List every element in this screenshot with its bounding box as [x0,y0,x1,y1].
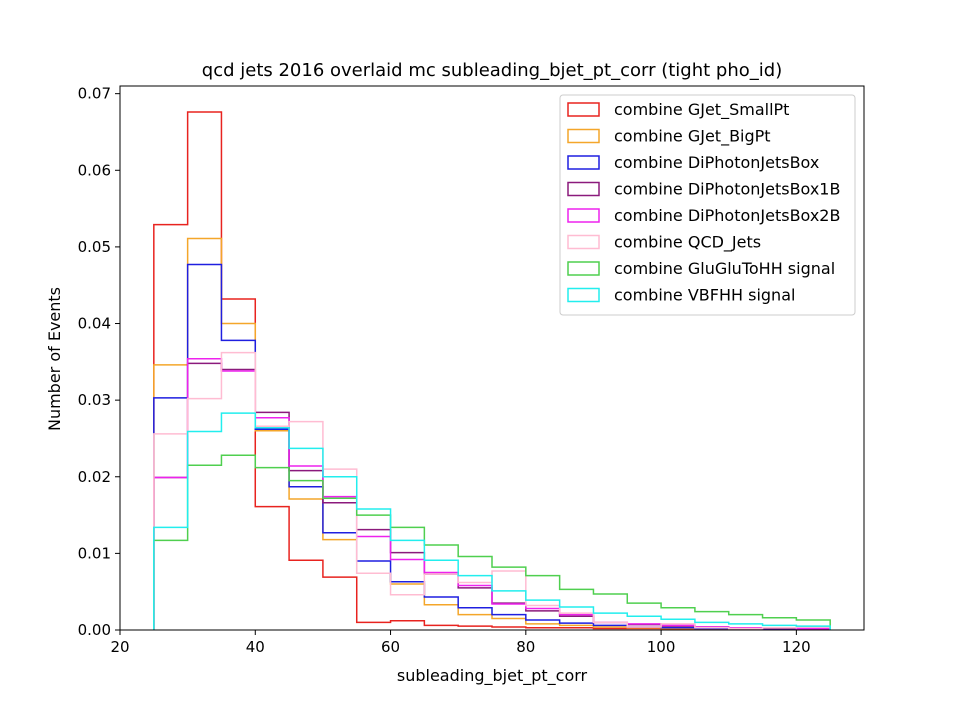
legend-entry-2: combine DiPhotonJetsBox [614,153,819,172]
legend-swatch-7 [567,287,600,303]
series-line-0 [153,111,831,630]
y-tick-label: 0.03 [78,391,111,409]
plot-frame [119,85,865,631]
x-tick-label: 60 [381,638,400,656]
legend-entry-5: combine QCD_Jets [614,233,761,253]
legend-swatch-3 [567,181,600,197]
series-line-7 [153,412,831,630]
x-tick-label: 80 [516,638,535,656]
x-tick-label: 20 [110,638,129,656]
x-tick-label: 40 [246,638,265,656]
series-line-6 [153,454,831,630]
y-axis-ticks: 0.00 0.01 0.02 0.03 0.04 0.05 0.06 0.07 [78,85,120,639]
y-tick-label: 0.07 [78,85,111,103]
x-tick-label: 120 [782,638,811,656]
legend-entry-3: combine DiPhotonJetsBox1B [614,180,840,199]
legend-entry-7: combine VBFHH signal [614,286,795,305]
legend-swatch-4 [567,208,600,223]
series-layer [153,111,831,630]
x-tick-label: 100 [647,638,676,656]
legend-entry-1: combine GJet_BigPt [614,127,771,147]
legend-box [559,94,856,316]
y-tick-label: 0.06 [78,161,111,179]
legend-entry-6: combine GluGluToHH signal [614,259,835,278]
y-tick-label: 0.01 [78,544,111,562]
y-tick-label: 0.05 [78,238,111,256]
x-axis-ticks: 20 40 60 80 100 120 [110,630,811,656]
legend-swatch-1 [567,128,600,144]
y-tick-label: 0.04 [78,315,111,333]
legend-swatch-2 [567,155,600,170]
y-axis-label: Number of Events [45,287,64,431]
legend-swatch-6 [567,261,600,276]
legend-entry-4: combine DiPhotonJetsBox2B [614,206,840,225]
legend-swatch-0 [567,102,600,117]
x-axis-label: subleading_bjet_pt_corr [397,666,588,686]
chart-title: qcd jets 2016 overlaid mc subleading_bje… [202,60,782,81]
y-tick-label: 0.02 [78,468,111,486]
legend-entry-0: combine GJet_SmallPt [614,100,789,120]
y-tick-label: 0.00 [78,621,111,639]
legend-swatch-5 [567,234,600,250]
